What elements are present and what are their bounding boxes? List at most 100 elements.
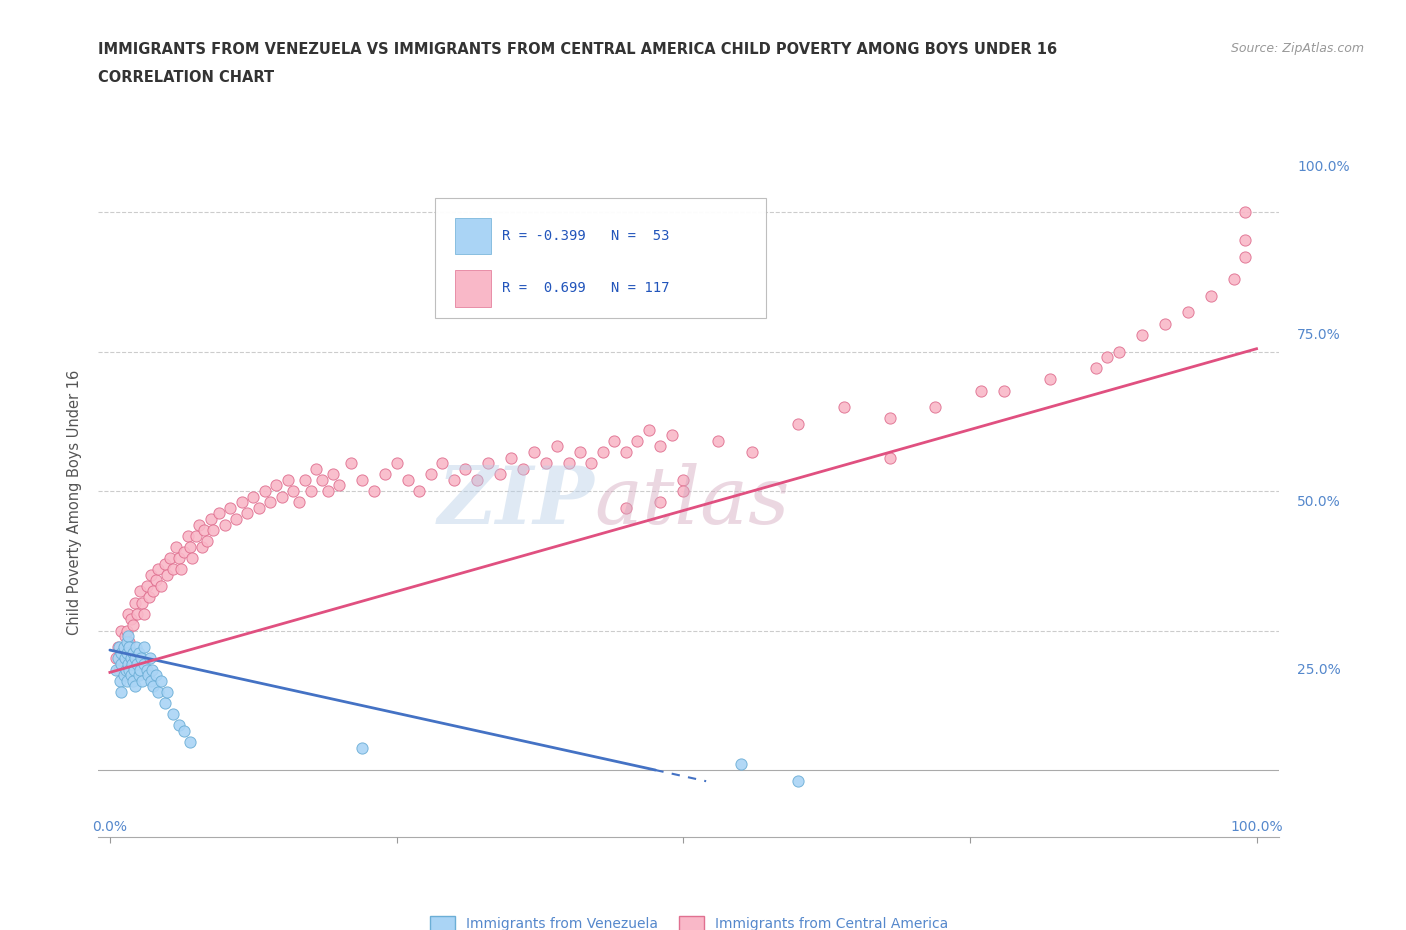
Text: 0.0%: 0.0% xyxy=(93,820,128,834)
Point xyxy=(146,684,169,699)
Point xyxy=(127,657,149,671)
Point xyxy=(142,679,165,694)
Point xyxy=(363,484,385,498)
Point xyxy=(110,623,132,638)
Point xyxy=(1108,344,1130,359)
Point xyxy=(156,684,179,699)
Point xyxy=(1234,205,1257,219)
Point xyxy=(114,651,136,666)
Point xyxy=(832,400,855,415)
Point xyxy=(626,433,648,448)
Point xyxy=(316,484,339,498)
Point xyxy=(150,673,173,688)
Point xyxy=(786,417,808,432)
Point xyxy=(139,651,162,666)
Point xyxy=(603,433,626,448)
Point xyxy=(1234,249,1257,264)
Text: 25.0%: 25.0% xyxy=(1298,662,1341,677)
Point xyxy=(924,400,946,415)
Point xyxy=(170,562,193,577)
Point xyxy=(219,500,242,515)
Point xyxy=(124,595,146,610)
Point xyxy=(299,484,322,498)
Point xyxy=(114,629,136,644)
Point xyxy=(283,484,305,498)
Point xyxy=(546,439,568,454)
Text: R =  0.699   N = 117: R = 0.699 N = 117 xyxy=(502,281,669,295)
Point xyxy=(128,584,150,599)
Point xyxy=(115,634,138,649)
Point xyxy=(145,668,167,683)
Point xyxy=(112,668,135,683)
Point xyxy=(581,456,603,471)
Text: Source: ZipAtlas.com: Source: ZipAtlas.com xyxy=(1230,42,1364,55)
Point xyxy=(432,456,454,471)
Point xyxy=(512,461,534,476)
Point xyxy=(614,500,637,515)
Point xyxy=(120,651,142,666)
Point xyxy=(672,472,695,487)
Point xyxy=(141,662,163,677)
Point xyxy=(1097,350,1119,365)
Point xyxy=(374,467,396,482)
Point xyxy=(141,673,163,688)
Point xyxy=(1039,372,1062,387)
Point xyxy=(270,489,292,504)
Point xyxy=(153,696,176,711)
Point xyxy=(195,534,218,549)
Point xyxy=(557,456,579,471)
Point xyxy=(339,456,361,471)
Point xyxy=(120,668,142,683)
Point xyxy=(879,450,901,465)
Y-axis label: Child Poverty Among Boys Under 16: Child Poverty Among Boys Under 16 xyxy=(67,369,83,635)
Point xyxy=(408,484,430,498)
Point xyxy=(117,629,139,644)
Point xyxy=(650,439,672,454)
Point xyxy=(253,484,276,498)
Point xyxy=(117,657,139,671)
Text: CORRELATION CHART: CORRELATION CHART xyxy=(98,70,274,85)
Point xyxy=(115,645,138,660)
Point xyxy=(786,774,808,789)
FancyBboxPatch shape xyxy=(456,218,491,255)
Legend: Immigrants from Venezuela, Immigrants from Central America: Immigrants from Venezuela, Immigrants fr… xyxy=(425,910,953,930)
Point xyxy=(128,662,150,677)
Point xyxy=(146,562,169,577)
Point xyxy=(181,551,204,565)
Point xyxy=(165,539,187,554)
Point xyxy=(118,634,141,649)
Point xyxy=(173,545,195,560)
Point xyxy=(614,445,637,459)
Point xyxy=(134,606,156,621)
Point xyxy=(156,567,179,582)
Point xyxy=(200,512,222,526)
Point xyxy=(122,662,145,677)
Point xyxy=(970,383,993,398)
Point xyxy=(1177,305,1199,320)
Point xyxy=(179,735,201,750)
Point xyxy=(1222,272,1244,286)
Point xyxy=(131,595,153,610)
Point xyxy=(305,461,328,476)
Text: atlas: atlas xyxy=(595,463,790,541)
Point xyxy=(135,578,157,593)
Point xyxy=(177,528,200,543)
Point xyxy=(134,640,156,655)
Point xyxy=(672,484,695,498)
Point xyxy=(1085,361,1108,376)
Point xyxy=(311,472,333,487)
Text: 75.0%: 75.0% xyxy=(1298,327,1341,342)
Point xyxy=(136,668,159,683)
Point xyxy=(124,679,146,694)
Point xyxy=(121,657,143,671)
Point xyxy=(1130,327,1153,342)
Point xyxy=(115,662,138,677)
Point xyxy=(420,467,443,482)
Point xyxy=(142,584,165,599)
Point xyxy=(104,662,127,677)
Point xyxy=(120,612,142,627)
Point xyxy=(153,556,176,571)
Point xyxy=(134,657,156,671)
Point xyxy=(108,640,131,655)
Point xyxy=(454,461,477,476)
